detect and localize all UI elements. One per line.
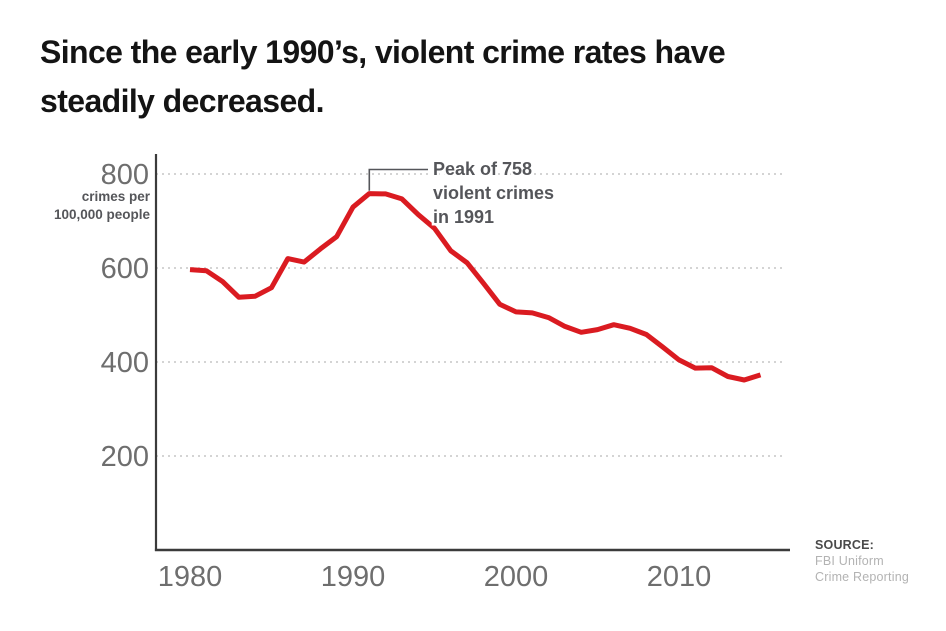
y-axis-unit-label-line1: crimes per	[82, 189, 151, 204]
x-tick-label-1990: 1990	[321, 561, 386, 593]
y-tick-label-600: 600	[101, 253, 149, 285]
peak-annotation-line2: violent crimes	[433, 183, 554, 203]
peak-annotation-line1: Peak of 758	[433, 159, 532, 179]
chart-title-line2: steadily decreased.	[40, 83, 324, 119]
x-tick-label-2010: 2010	[647, 561, 712, 593]
source-label: SOURCE:	[815, 538, 875, 552]
chart-title: Since the early 1990’s, violent crime ra…	[40, 28, 726, 126]
source-attribution: SOURCE: FBI Uniform Crime Reporting	[815, 537, 909, 585]
peak-callout-line	[368, 168, 428, 191]
y-axis-unit-label-line2: 100,000 people	[54, 207, 151, 222]
source-line2: Crime Reporting	[815, 570, 910, 584]
y-tick-label-200: 200	[101, 441, 149, 473]
source-line1: FBI Uniform	[815, 554, 884, 568]
x-tick-label-2000: 2000	[484, 561, 549, 593]
chart-title-line1: Since the early 1990’s, violent crime ra…	[40, 34, 726, 70]
x-tick-label-1980: 1980	[158, 561, 223, 593]
crime-rate-line	[189, 191, 762, 383]
y-tick-label-400: 400	[101, 347, 149, 379]
peak-annotation-line3: in 1991	[433, 207, 494, 227]
y-tick-label-800: 800	[101, 159, 149, 191]
